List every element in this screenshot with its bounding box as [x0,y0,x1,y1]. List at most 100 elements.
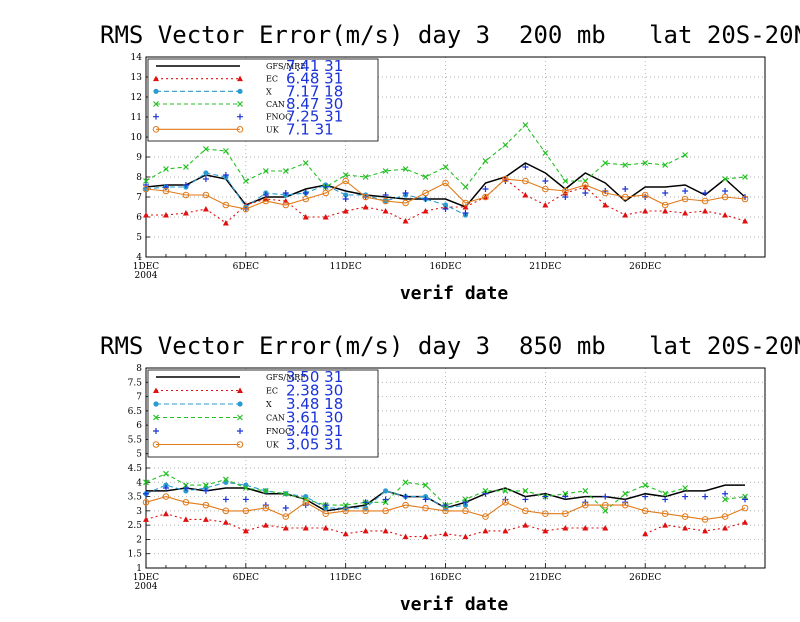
legend-series-stats: 8.47 30 [286,95,343,113]
data-point [302,498,310,506]
series-uk [142,175,749,213]
data-point [202,176,209,182]
data-point [302,190,309,196]
chart-title-850mb: RMS Vector Error(m/s) day 3 850 mb lat 2… [100,332,800,360]
legend-series-name: UK [266,441,280,450]
x-tick-label: 26DEC [629,573,661,583]
data-point [422,174,429,180]
data-point [222,496,229,503]
legend-marker [237,88,243,94]
data-point [222,220,229,226]
legend-marker [237,387,243,393]
legend-marker [237,113,243,120]
y-tick-label: 10 [131,133,143,143]
series-fnoc [143,485,749,511]
data-point [282,513,290,520]
data-point [342,172,349,178]
y-tick-label: 5.5 [128,435,143,445]
data-point [741,504,749,512]
data-point [302,214,309,220]
data-point [322,189,330,197]
data-point [462,199,469,207]
y-tick-label: 5 [136,233,142,243]
legend-series-name: X [266,400,272,409]
data-point [642,493,649,500]
legend-series-name: GFS/MRF [266,373,306,382]
data-point [742,174,748,180]
y-tick-label: 5 [136,450,142,460]
chart-title-200mb: RMS Vector Error(m/s) day 3 200 mb lat 2… [100,21,800,49]
data-point [382,192,389,198]
legend-marker [237,428,243,434]
legend-series-stats: 3.50 31 [286,368,343,386]
data-point [402,166,409,172]
y-tick-label: 7.5 [128,378,143,388]
data-point [682,485,689,491]
data-point [382,496,389,503]
legend-series-name: FNOC [266,427,291,436]
data-point [262,197,270,205]
data-point [162,485,169,491]
series-line [145,481,466,509]
data-point [362,204,369,210]
data-point [482,490,489,497]
data-point [542,493,549,500]
y-tick-label: 2 [136,535,142,545]
data-point [522,164,529,170]
data-point [322,502,329,509]
legend-box [147,369,379,458]
legend-marker [237,75,243,82]
data-point [342,177,349,185]
data-point [282,505,289,511]
legend-marker [153,75,159,82]
data-point [342,208,349,214]
series-line [145,496,746,520]
x-tick-label: 21DEC [529,262,561,272]
legend-marker [236,126,244,133]
data-point [342,196,349,202]
x-axis-label-200mb: verif date [400,283,509,304]
data-point [422,189,429,197]
series-line [145,513,606,538]
legend-marker [153,101,159,107]
data-point [642,160,649,166]
series-line [145,473,686,512]
data-point [182,485,189,491]
data-point [422,208,429,214]
data-point [343,192,349,198]
data-point [402,493,409,500]
y-tick-label: 13 [131,73,143,83]
data-point [482,513,489,520]
legend-marker [237,414,243,421]
y-tick-label: 8 [136,173,142,183]
y-tick-label: 1 [136,564,142,574]
y-tick-label: 8 [136,364,142,374]
panel-850mb: RMS Vector Error(m/s) day 3 850 mb lat 2… [100,332,800,615]
legend-box [147,58,379,142]
y-tick-label: 14 [131,53,143,63]
data-point [682,188,689,194]
data-point [282,201,290,209]
legend-series-stats: 2.38 30 [286,382,343,400]
legend-series-stats: 3.48 18 [286,395,343,413]
data-point [262,196,269,202]
series-line [145,178,746,210]
data-point [622,162,629,168]
data-point [482,186,489,192]
data-point [502,527,509,534]
data-point [302,525,309,531]
legend-series-name: CAN [266,100,285,109]
data-point [682,152,689,158]
data-point [322,525,329,531]
data-point [502,498,509,506]
data-point [382,168,389,174]
data-point [522,496,529,503]
y-tick-label: 2.5 [128,521,143,531]
data-point [362,193,369,201]
x-tick-label: 26DEC [629,262,661,272]
panel-200mb: RMS Vector Error(m/s) day 3 200 mb lat 2… [100,21,800,304]
data-point [162,493,170,500]
data-point [162,184,169,190]
x-axis-label-850mb: verif date [400,594,509,615]
